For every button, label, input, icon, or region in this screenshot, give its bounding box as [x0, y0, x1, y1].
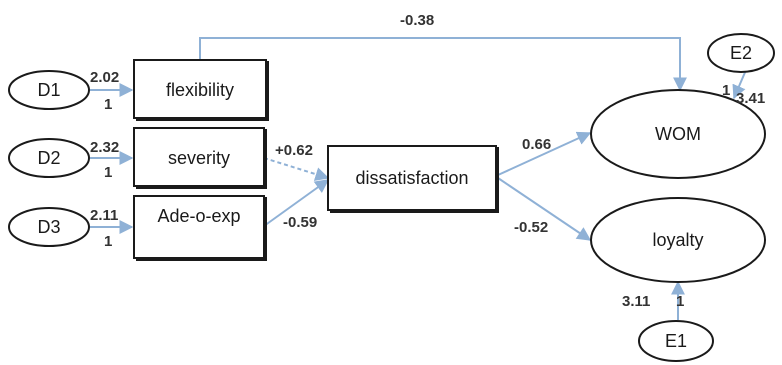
node-ade-label: Ade-o-exp: [157, 206, 240, 226]
node-flexibility-shadow: [136, 61, 269, 121]
node-flexibility-label: flexibility: [166, 80, 234, 100]
coef-flex-wom: -0.38: [400, 12, 434, 29]
edge-dissatisfaction-loyalty: [497, 177, 592, 241]
node-wom-label: WOM: [655, 124, 701, 144]
coef-dis-wom: 0.66: [522, 136, 551, 153]
node-severity-shadow: [136, 129, 267, 189]
coef-e1-path: 1: [676, 293, 684, 310]
node-flexibility: [133, 59, 267, 119]
coef-ade-dis: -0.59: [283, 214, 317, 231]
node-d2: [8, 138, 90, 178]
node-loyalty-label: loyalty: [652, 230, 703, 250]
edge-severity-dissatisfaction: [263, 157, 330, 181]
node-d3: [8, 207, 90, 247]
node-e2: [707, 33, 775, 73]
coef-d1-var: 2.02: [90, 69, 119, 86]
coef-dis-loyalty: -0.52: [514, 219, 548, 236]
node-wom: [590, 89, 766, 179]
node-dissatisfaction-shadow: [330, 147, 499, 213]
coef-e1-var: 3.11: [622, 293, 650, 310]
node-dissatisfaction: [327, 145, 497, 211]
node-ade: [133, 195, 265, 259]
node-d2-label: D2: [37, 148, 60, 168]
edge-dissatisfaction-wom: [497, 131, 592, 176]
edge-e2-wom: [732, 69, 747, 100]
node-d1-label: D1: [37, 80, 60, 100]
coef-e2-path: 1: [722, 82, 730, 99]
node-e1: [638, 320, 714, 362]
node-e2-label: E2: [730, 43, 752, 63]
node-d1: [8, 70, 90, 110]
node-severity-label: severity: [168, 148, 230, 168]
node-ade-shadow: [136, 197, 267, 261]
node-d3-label: D3: [37, 217, 60, 237]
node-loyalty: [590, 197, 766, 283]
edge-ade-dissatisfaction: [263, 179, 330, 227]
coef-d2-path: 1: [104, 164, 112, 181]
coef-d1-path: 1: [104, 96, 112, 113]
node-e1-label: E1: [665, 331, 687, 351]
edge-flexibility-wom: [199, 37, 687, 92]
coef-d2-var: 2.32: [90, 139, 119, 156]
coef-e2-var: 3.41: [736, 90, 765, 107]
coef-d3-var: 2.11: [90, 207, 118, 224]
node-dissatisfaction-label: dissatisfaction: [355, 168, 468, 188]
coef-d3-path: 1: [104, 233, 112, 250]
node-severity: [133, 127, 265, 187]
coef-sev-dis: +0.62: [275, 142, 313, 159]
